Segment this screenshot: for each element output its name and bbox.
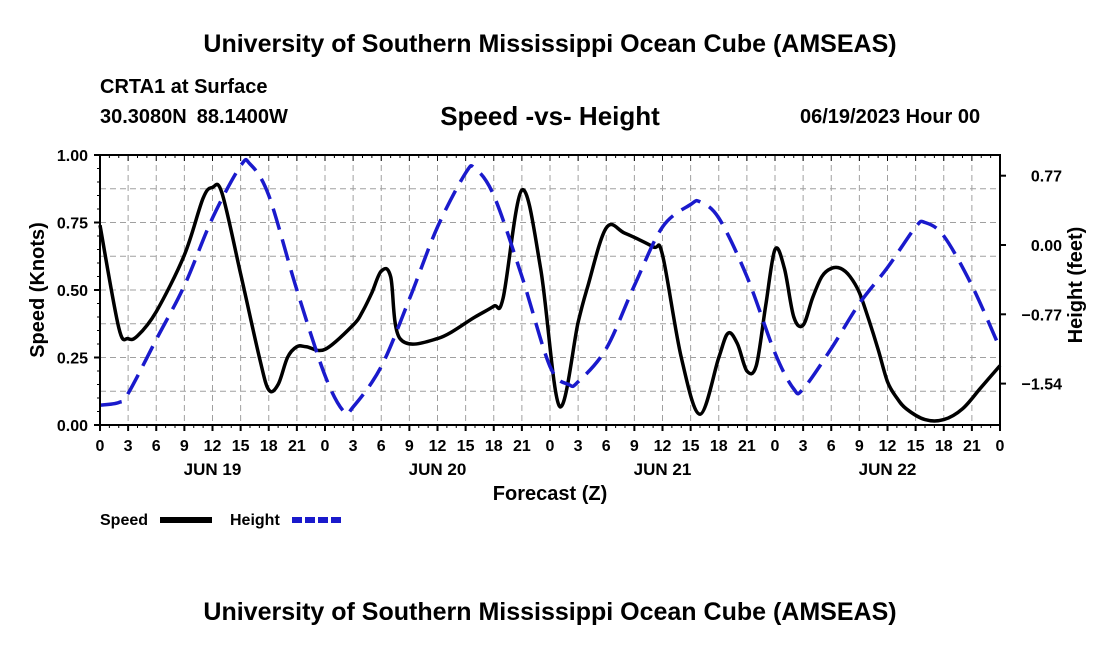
y-tick-label: 0.25 <box>57 351 88 368</box>
x-tick-label: 9 <box>180 438 189 455</box>
forecast-datetime: 06/19/2023 Hour 00 <box>800 106 981 128</box>
x-tick-label: 3 <box>349 438 358 455</box>
latitude-label: 30.3080N <box>100 106 187 128</box>
x-tick-label: 18 <box>935 438 953 455</box>
x-day-label: JUN 19 <box>184 460 242 479</box>
grid-layer <box>100 155 1000 425</box>
y2-tick-label: −0.77 <box>1022 307 1063 324</box>
x-tick-label: 3 <box>574 438 583 455</box>
x-day-label: JUN 21 <box>634 460 692 479</box>
x-tick-label: 12 <box>429 438 447 455</box>
x-tick-label: 15 <box>907 438 925 455</box>
x-tick-label: 15 <box>457 438 475 455</box>
x-tick-label: 18 <box>710 438 728 455</box>
x-tick-label: 21 <box>738 438 756 455</box>
x-tick-label: 3 <box>124 438 133 455</box>
x-tick-label: 6 <box>827 438 836 455</box>
x-tick-label: 0 <box>321 438 330 455</box>
y-tick-label: 0.75 <box>57 216 88 233</box>
station-label: CRTA1 at Surface <box>100 76 268 98</box>
x-tick-label: 0 <box>771 438 780 455</box>
x-tick-label: 6 <box>602 438 611 455</box>
x-day-label: JUN 20 <box>409 460 467 479</box>
x-tick-label: 3 <box>799 438 808 455</box>
chart-main-title: University of Southern Mississippi Ocean… <box>203 30 897 58</box>
legend: Speed Height <box>100 512 342 529</box>
x-tick-label: 6 <box>152 438 161 455</box>
x-tick-label: 9 <box>855 438 864 455</box>
x-tick-label: 12 <box>879 438 897 455</box>
x-axis-title: Forecast (Z) <box>493 483 607 505</box>
x-tick-label: 21 <box>963 438 981 455</box>
x-tick-label: 18 <box>260 438 278 455</box>
x-tick-label: 15 <box>682 438 700 455</box>
x-tick-label: 15 <box>232 438 250 455</box>
legend-speed-label: Speed <box>100 512 148 529</box>
series-layer <box>98 157 1002 423</box>
station-coordinates: 30.3080N 88.1400W <box>100 106 298 129</box>
y-tick-label: 0.50 <box>57 283 88 300</box>
footer-title: University of Southern Mississippi Ocean… <box>203 598 897 626</box>
y-tick-label: 1.00 <box>57 148 88 165</box>
x-tick-label: 18 <box>485 438 503 455</box>
x-tick-label: 21 <box>288 438 306 455</box>
speed-series-line <box>98 182 1002 423</box>
x-tick-label: 9 <box>630 438 639 455</box>
y-tick-label: 0.00 <box>57 418 88 435</box>
x-tick-label: 6 <box>377 438 386 455</box>
y2-tick-label: −1.54 <box>1022 377 1063 394</box>
x-tick-label: 0 <box>96 438 105 455</box>
y-axis-title: Speed (Knots) <box>27 222 49 358</box>
chart-subtitle: Speed -vs- Height <box>440 101 660 131</box>
longitude-label: 88.1400W <box>196 106 288 128</box>
x-day-label: JUN 22 <box>859 460 917 479</box>
legend-height-label: Height <box>230 512 280 529</box>
x-tick-label: 12 <box>204 438 222 455</box>
label-layer: Forecast (Z) Speed (Knots) Height (feet) <box>27 222 1087 505</box>
y2-tick-label: 0.00 <box>1031 238 1062 255</box>
x-tick-label: 9 <box>405 438 414 455</box>
x-tick-label: 21 <box>513 438 531 455</box>
x-tick-label: 12 <box>654 438 672 455</box>
x-tick-label: 0 <box>996 438 1005 455</box>
x-tick-label: 0 <box>546 438 555 455</box>
y2-tick-label: 0.77 <box>1031 169 1062 186</box>
axis-layer: 0 3 6 9 12 15 18 21 0 3 6 9 12 15 18 21 0 3 6 9 12 15 18 21 0 3 6 9… <box>57 148 1062 479</box>
y2-axis-title: Height (feet) <box>1065 227 1087 344</box>
height-series-line <box>99 157 1002 417</box>
